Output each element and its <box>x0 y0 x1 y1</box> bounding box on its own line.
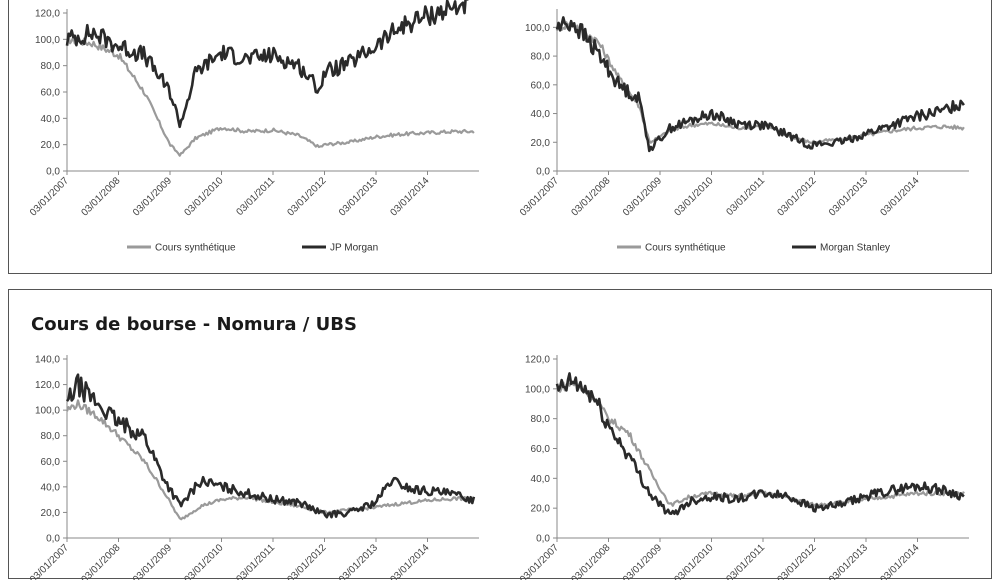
y-tick-label: 0,0 <box>536 167 550 178</box>
x-tick-label: 03/01/2014 <box>388 542 431 580</box>
x-tick-label: 03/01/2009 <box>131 542 174 580</box>
y-tick-label: 0,0 <box>536 534 550 545</box>
y-tick-label: 80,0 <box>531 414 551 425</box>
series-line-bank <box>65 0 469 129</box>
y-tick-label: 60,0 <box>41 88 61 99</box>
series-line-synthetic <box>65 399 475 521</box>
x-tick-label: 03/01/2010 <box>182 175 225 218</box>
x-tick-label: 03/01/2013 <box>337 175 380 218</box>
x-tick-label: 03/01/2013 <box>337 542 380 580</box>
x-tick-label: 03/01/2009 <box>621 175 664 218</box>
x-tick-label: 03/01/2008 <box>569 175 612 218</box>
series-line-synthetic <box>67 35 475 157</box>
legend-label: Cours synthétique <box>155 243 236 254</box>
y-tick-label: 120,0 <box>35 380 60 391</box>
x-tick-label: 03/01/2012 <box>285 542 328 580</box>
y-tick-label: 100,0 <box>525 23 550 34</box>
top-charts-panel: 0,0 20,0 40,0 60,0 80,0 100,0 120,0 03/01/2007 0… <box>8 0 992 274</box>
x-tick-label: 03/01/2014 <box>878 175 921 218</box>
x-tick-label: 03/01/2014 <box>878 542 921 580</box>
x-tick-label: 03/01/2008 <box>79 542 122 580</box>
x-tick-label: 03/01/2013 <box>827 542 870 580</box>
y-tick-label: 40,0 <box>531 109 551 120</box>
x-tick-label: 03/01/2010 <box>672 175 715 218</box>
series-line-bank <box>555 372 965 516</box>
legend-label: Morgan Stanley <box>820 243 890 254</box>
y-tick-label: 40,0 <box>41 482 61 493</box>
y-tick-label: 100,0 <box>35 35 60 46</box>
legend-label: Cours synthétique <box>645 243 726 254</box>
x-tick-label: 03/01/2012 <box>775 175 818 218</box>
x-tick-label: 03/01/2009 <box>621 542 664 580</box>
x-tick-label: 03/01/2012 <box>285 175 328 218</box>
y-tick-label: 140,0 <box>35 355 60 366</box>
x-tick-label: 03/01/2007 <box>28 542 71 580</box>
series-line-bank <box>65 373 476 519</box>
x-tick-label: 03/01/2011 <box>234 175 277 218</box>
x-tick-label: 03/01/2014 <box>388 175 431 218</box>
y-tick-label: 20,0 <box>41 508 61 519</box>
y-tick-label: 60,0 <box>531 80 551 91</box>
legend-label: JP Morgan <box>330 243 378 254</box>
y-tick-label: 80,0 <box>41 61 61 72</box>
x-tick-label: 03/01/2007 <box>518 542 561 580</box>
y-tick-label: 120,0 <box>525 355 550 366</box>
x-tick-label: 03/01/2007 <box>518 175 561 218</box>
y-tick-label: 20,0 <box>41 140 61 151</box>
x-tick-label: 03/01/2010 <box>182 542 225 580</box>
series-line-bank <box>555 16 965 153</box>
y-tick-label: 100,0 <box>35 406 60 417</box>
bottom-charts-panel: Cours de bourse - Nomura / UBS 0,0 20,0 40… <box>8 289 992 580</box>
y-tick-label: 20,0 <box>531 138 551 149</box>
section-title: Cours de bourse - Nomura / UBS <box>31 314 357 335</box>
y-tick-label: 0,0 <box>46 534 60 545</box>
y-tick-label: 80,0 <box>531 52 551 63</box>
x-tick-label: 03/01/2010 <box>672 542 715 580</box>
y-tick-label: 0,0 <box>46 167 60 178</box>
x-tick-label: 03/01/2013 <box>827 175 870 218</box>
x-tick-label: 03/01/2008 <box>569 542 612 580</box>
x-tick-label: 03/01/2009 <box>131 175 174 218</box>
y-tick-label: 40,0 <box>531 474 551 485</box>
y-tick-label: 120,0 <box>35 9 60 20</box>
y-tick-label: 60,0 <box>531 444 551 455</box>
y-tick-label: 100,0 <box>525 384 550 395</box>
x-tick-label: 03/01/2008 <box>79 175 122 218</box>
x-tick-label: 03/01/2011 <box>234 542 277 580</box>
x-tick-label: 03/01/2011 <box>724 542 767 580</box>
x-tick-label: 03/01/2012 <box>775 542 818 580</box>
y-tick-label: 80,0 <box>41 431 61 442</box>
y-tick-label: 60,0 <box>41 457 61 468</box>
y-tick-label: 40,0 <box>41 114 61 125</box>
x-tick-label: 03/01/2011 <box>724 175 767 218</box>
y-tick-label: 20,0 <box>531 504 551 515</box>
chart-nomura: 0,0 20,0 40,0 60,0 80,0 100,0 120,0 140,0 03/01/… <box>28 355 479 580</box>
x-tick-label: 03/01/2007 <box>28 175 71 218</box>
